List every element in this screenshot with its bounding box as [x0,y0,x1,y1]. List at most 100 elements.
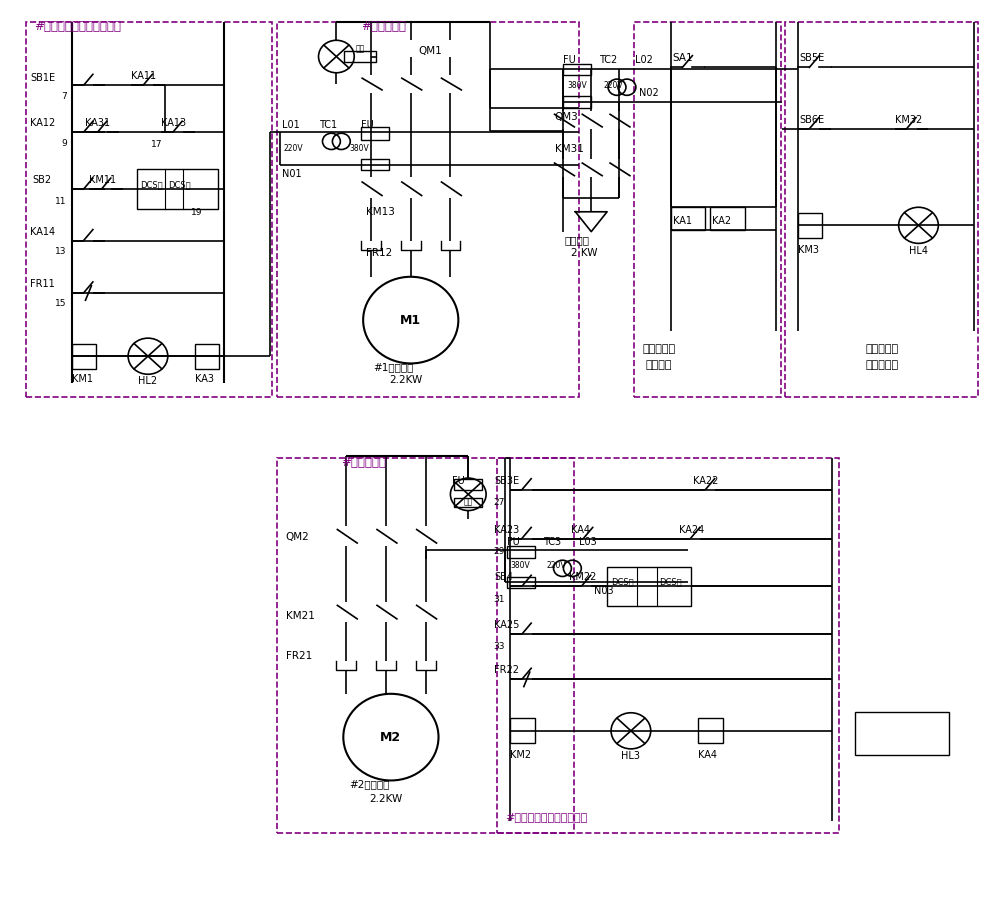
Text: 保险: 保险 [356,45,365,54]
Text: KA24: KA24 [679,525,704,535]
Text: N02: N02 [639,87,659,97]
Text: KM1: KM1 [72,374,93,384]
Text: #１油泵电源: #１油泵电源 [361,20,406,33]
Bar [563,64,591,76]
Text: #1油泵电机: #1油泵电机 [373,362,413,372]
Text: DCS停: DCS停 [168,180,190,189]
Text: FR22: FR22 [494,665,519,675]
Bar [72,343,96,369]
Text: FR21: FR21 [286,650,312,660]
Text: 27: 27 [494,498,505,507]
Text: 220V: 220V [547,561,566,570]
Text: 17: 17 [151,140,162,149]
Text: 380V: 380V [510,561,530,570]
Text: 380V: 380V [349,144,369,153]
Text: KM21: KM21 [286,611,315,621]
Text: FU: FU [507,537,520,548]
Text: 加热器启停: 加热器启停 [865,344,898,354]
Text: KA31: KA31 [85,118,111,128]
Bar [497,458,839,833]
Text: SB1E: SB1E [30,73,55,83]
Bar [454,498,482,507]
Text: SB2: SB2 [32,175,51,185]
Text: 380V: 380V [567,81,587,90]
Text: SB4: SB4 [494,572,513,582]
Bar [361,127,389,139]
Text: SB3E: SB3E [494,476,519,486]
Text: FU: FU [452,476,465,486]
Bar [698,718,723,743]
Text: DCS停: DCS停 [659,578,681,587]
Text: HL2: HL2 [138,375,158,385]
Bar [607,567,691,606]
Text: KA4: KA4 [571,525,590,535]
Text: KA1: KA1 [673,216,692,226]
Text: KM11: KM11 [89,175,117,185]
Text: HL4: HL4 [909,246,928,256]
Bar [671,208,705,230]
Text: 7: 7 [61,92,67,101]
Bar [507,578,535,589]
Text: 15: 15 [55,300,67,308]
Text: KM2: KM2 [510,750,531,760]
Text: 2.2KW: 2.2KW [389,374,422,384]
Text: KA14: KA14 [30,227,55,237]
Bar [710,208,745,230]
Text: HL3: HL3 [621,751,640,761]
Text: 29: 29 [494,547,505,556]
Bar [195,343,219,369]
Text: 2.2KW: 2.2KW [369,793,402,804]
Text: KA25: KA25 [494,620,519,630]
Bar [563,97,591,108]
Text: 33: 33 [493,642,505,651]
Text: 19: 19 [191,209,202,217]
Bar [137,169,218,209]
Text: 转换模块: 转换模块 [645,360,672,370]
Text: DCS启: DCS启 [140,180,163,189]
Text: 远程或就地: 远程或就地 [642,344,675,354]
Bar [277,22,579,397]
Text: M1: M1 [400,313,421,327]
Bar [507,546,535,558]
Text: KA22: KA22 [693,476,719,486]
Text: KA3: KA3 [195,374,214,384]
Text: L03: L03 [579,537,597,548]
Text: 及指示模块: 及指示模块 [865,360,898,370]
Text: KM3: KM3 [798,245,819,255]
Text: SA1: SA1 [673,54,693,64]
Text: #2油泵电机: #2油泵电机 [349,779,390,789]
Text: N01: N01 [282,169,301,179]
Text: KM31: KM31 [555,144,583,154]
Text: 9: 9 [61,138,67,148]
Text: DCS启: DCS启 [611,578,634,587]
Bar [26,22,272,397]
Text: L01: L01 [282,120,300,130]
Text: 13: 13 [55,247,67,256]
Text: #２油泵启停及指示模块二: #２油泵启停及指示模块二 [505,812,587,822]
Bar [344,51,376,62]
Text: SB6E: SB6E [799,115,825,125]
Text: 11: 11 [55,198,67,207]
Text: TC3: TC3 [543,537,561,548]
Text: SB5E: SB5E [799,54,825,64]
Text: 31: 31 [493,595,505,603]
Text: KM32: KM32 [895,115,922,125]
Text: KM22: KM22 [569,572,597,582]
Text: 2 KW: 2 KW [571,249,598,259]
Text: KA13: KA13 [161,118,186,128]
Text: FU: FU [361,120,374,130]
Text: L02: L02 [635,56,653,65]
Bar [634,22,781,397]
Bar [798,212,822,238]
Text: 电加热器: 电加热器 [564,236,589,246]
Bar [277,458,574,833]
Text: TC2: TC2 [599,56,617,65]
Text: 220V: 220V [284,144,303,153]
Text: M2: M2 [380,731,401,743]
Text: N03: N03 [594,586,614,596]
Text: QM2: QM2 [286,532,310,542]
Bar [855,711,949,755]
Text: QM3: QM3 [555,112,578,122]
Bar [510,718,535,743]
Text: TC1: TC1 [320,120,338,130]
